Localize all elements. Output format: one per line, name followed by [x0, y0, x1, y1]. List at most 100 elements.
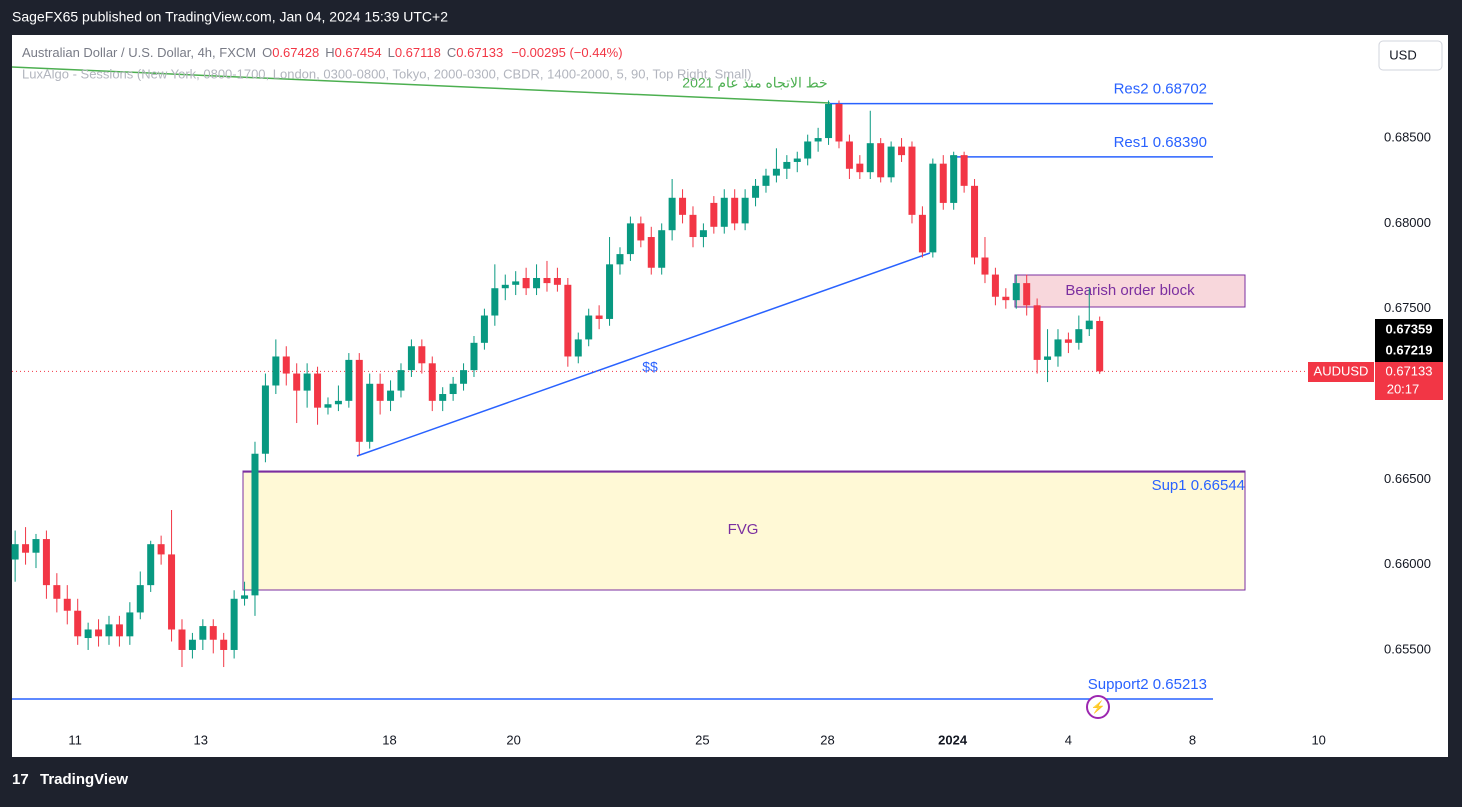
indicator: LuxAlgo - Sessions (New York, 0800-1700,… [22, 66, 751, 81]
y-tick-label: 0.68500 [1384, 130, 1431, 145]
last-price: 0.67133 [1386, 363, 1433, 378]
candle-body [84, 629, 92, 639]
candle-body [11, 544, 19, 560]
candle-body [126, 612, 134, 637]
candle-body [710, 202, 718, 227]
candle-body [470, 342, 478, 371]
candle-body [95, 629, 103, 637]
candle-body [293, 373, 301, 391]
candle-body [918, 214, 926, 253]
candle-body [1075, 329, 1083, 343]
candle-body [772, 168, 780, 176]
candle-body [22, 544, 30, 553]
candle-body [460, 370, 468, 384]
candle-body [616, 254, 624, 265]
candle-body [178, 629, 186, 650]
candle-body [63, 598, 71, 611]
support-trendline [356, 252, 931, 457]
symbol-tag [1308, 362, 1374, 382]
low: 0.67118 [395, 45, 441, 60]
x-tick-label: 20 [506, 732, 520, 747]
close-label: C [447, 45, 456, 60]
y-tick-label: 0.65500 [1384, 641, 1431, 656]
fvg-box [242, 470, 1246, 591]
candle-body [1012, 283, 1020, 301]
candle-body [1064, 339, 1072, 343]
chart-area [12, 35, 1448, 757]
x-tick-label: 10 [1311, 732, 1325, 747]
x-tick-label: 28 [820, 732, 834, 747]
logo: 17 [12, 771, 29, 788]
candle-body [1033, 305, 1041, 360]
candle-body [689, 214, 697, 238]
candle-body [168, 554, 176, 630]
candle-body [501, 284, 509, 289]
level-label: Res2 0.68702 [1114, 81, 1207, 98]
currency-button[interactable] [1378, 40, 1443, 71]
order-block [1014, 274, 1246, 308]
x-tick-label: 25 [695, 732, 709, 747]
open: 0.67428 [272, 45, 319, 60]
tag-text: 0.67359 [1386, 321, 1433, 336]
candle-body [637, 223, 645, 241]
event-icon-glyph[interactable]: ⚡ [1091, 700, 1106, 714]
candle-body [950, 155, 958, 203]
symbol-tag-text: AUDUSD [1314, 363, 1369, 378]
x-tick-label: 11 [68, 732, 82, 747]
x-tick-label: 8 [1189, 732, 1196, 747]
order-block-label: Bearish order block [1065, 282, 1195, 299]
candle-body [856, 163, 864, 173]
candle-body [115, 624, 123, 637]
candle-body [991, 274, 999, 297]
liquidity-label: $$ [642, 359, 658, 375]
candle-body [835, 103, 843, 142]
candle-body [491, 288, 499, 316]
level-label: Support2 0.65213 [1088, 676, 1207, 693]
x-tick-label: 13 [194, 732, 208, 747]
candle-body [74, 610, 82, 637]
candle-body [574, 339, 582, 357]
candle-body [887, 146, 895, 178]
low-label: L [388, 45, 395, 60]
candle-body [793, 158, 801, 162]
candle-body [929, 163, 937, 253]
candle-body [564, 284, 572, 357]
currency[interactable]: USD [1389, 47, 1416, 62]
tag [1375, 319, 1443, 341]
candle-body [668, 197, 676, 231]
candle-body [804, 141, 812, 159]
candle-body [595, 315, 603, 319]
y-tick-label: 0.66500 [1384, 471, 1431, 486]
high: 0.67454 [335, 45, 382, 60]
candle-body [157, 544, 165, 555]
high-label: H [325, 45, 334, 60]
candle-body [877, 143, 885, 178]
trendline-label: خط الاتجاه منذ عام 2021 [682, 75, 827, 92]
candle-body [188, 639, 196, 650]
level-label: Res1 0.68390 [1114, 134, 1207, 151]
candle-body [147, 544, 155, 586]
candle-body [814, 138, 822, 142]
candle-body [679, 197, 687, 215]
candle-body [1054, 339, 1062, 357]
candle-body [1096, 320, 1104, 372]
candle-body [971, 185, 979, 258]
x-tick-label: 18 [382, 732, 396, 747]
candle-body [53, 585, 61, 599]
candle-body [543, 277, 551, 284]
candle-body [908, 146, 916, 215]
candle-body [334, 400, 342, 405]
level-label: Sup1 0.66544 [1152, 477, 1245, 494]
event-icon[interactable] [1086, 695, 1110, 719]
candle-body [898, 146, 906, 156]
candle-body [105, 624, 113, 637]
candle-body [428, 363, 436, 401]
candle-body [303, 373, 311, 391]
footer-brand: TradingView [40, 771, 128, 788]
candle-body [314, 373, 322, 408]
candle-body [324, 404, 332, 408]
candle-body [209, 626, 217, 640]
candle-body [1002, 296, 1010, 301]
candle-body [960, 155, 968, 186]
